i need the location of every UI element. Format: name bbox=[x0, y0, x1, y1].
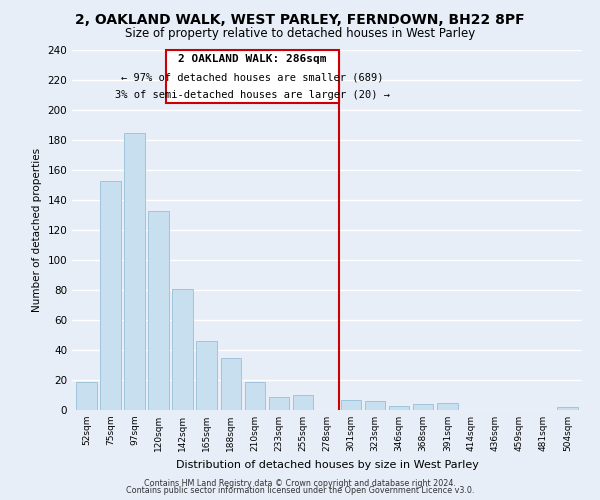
Text: 2 OAKLAND WALK: 286sqm: 2 OAKLAND WALK: 286sqm bbox=[178, 54, 326, 64]
Bar bbox=[557, 407, 578, 410]
Y-axis label: Number of detached properties: Number of detached properties bbox=[32, 148, 42, 312]
Bar bbox=[221, 358, 241, 410]
Bar bbox=[172, 288, 193, 410]
Bar bbox=[245, 382, 265, 410]
Bar bbox=[148, 210, 169, 410]
Text: Contains HM Land Registry data © Crown copyright and database right 2024.: Contains HM Land Registry data © Crown c… bbox=[144, 478, 456, 488]
FancyBboxPatch shape bbox=[166, 50, 339, 102]
Text: ← 97% of detached houses are smaller (689): ← 97% of detached houses are smaller (68… bbox=[121, 72, 383, 83]
Bar bbox=[341, 400, 361, 410]
Text: 3% of semi-detached houses are larger (20) →: 3% of semi-detached houses are larger (2… bbox=[115, 90, 390, 101]
Text: 2, OAKLAND WALK, WEST PARLEY, FERNDOWN, BH22 8PF: 2, OAKLAND WALK, WEST PARLEY, FERNDOWN, … bbox=[75, 12, 525, 26]
Bar bbox=[196, 341, 217, 410]
Bar bbox=[124, 132, 145, 410]
Bar bbox=[100, 180, 121, 410]
Bar bbox=[76, 382, 97, 410]
Bar bbox=[389, 406, 409, 410]
Bar bbox=[269, 396, 289, 410]
X-axis label: Distribution of detached houses by size in West Parley: Distribution of detached houses by size … bbox=[176, 460, 478, 469]
Bar bbox=[437, 402, 458, 410]
Text: Contains public sector information licensed under the Open Government Licence v3: Contains public sector information licen… bbox=[126, 486, 474, 495]
Bar bbox=[413, 404, 433, 410]
Bar bbox=[365, 401, 385, 410]
Text: Size of property relative to detached houses in West Parley: Size of property relative to detached ho… bbox=[125, 28, 475, 40]
Bar bbox=[293, 395, 313, 410]
